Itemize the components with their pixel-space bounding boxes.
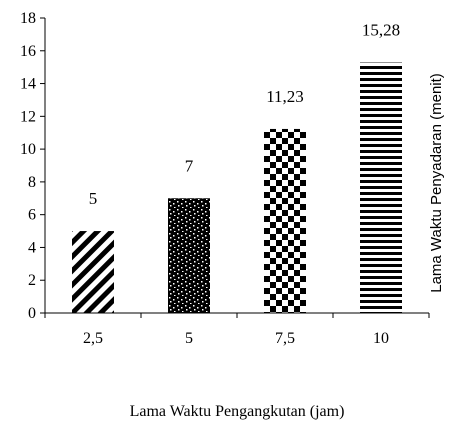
x-axis-title: Lama Waktu Pengangkutan (jam) [130,403,345,420]
y-tick-label: 4 [28,239,36,256]
y-tick-label: 16 [20,43,36,60]
x-tick-label: 2,5 [83,330,103,347]
y-tick-label: 6 [28,207,36,224]
y-tick-label: 8 [28,174,36,191]
data-labels: 5 7 11,23 15,28 [89,21,400,208]
y-tick-label: 14 [20,76,36,93]
data-label: 15,28 [362,21,400,40]
x-tick-label: 10 [373,330,389,347]
data-label: 11,23 [266,87,304,106]
bars [72,62,402,314]
y-tick-label: 2 [28,272,36,289]
y-tick-label: 0 [28,305,36,322]
y-tick-label: 18 [20,10,36,27]
x-tick-label: 5 [185,330,193,347]
bar-5 [168,198,210,313]
data-label: 5 [89,189,98,208]
x-axis-ticks: 2,5 5 7,5 10 [44,313,430,347]
y-tick-label: 10 [20,141,36,158]
y-tick-label: 12 [20,108,36,125]
y-axis-ticks: 0 2 4 6 8 10 12 14 16 18 [20,10,45,322]
data-label: 7 [185,156,194,175]
bar-2-5 [72,231,114,313]
bar-10 [360,62,402,314]
y-axis-title: Lama Waktu Penyadaran (menit) [428,73,445,293]
bar-7-5 [264,128,306,313]
x-tick-label: 7,5 [275,330,295,347]
